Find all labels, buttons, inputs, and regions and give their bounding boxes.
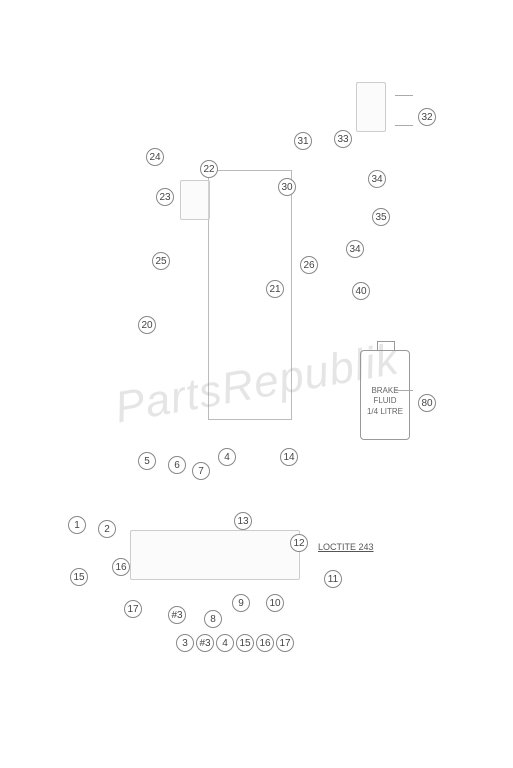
callout-20: 20 [138, 316, 156, 334]
callout-34: 34 [368, 170, 386, 188]
callout-2: 2 [98, 520, 116, 538]
callout-21: 21 [266, 280, 284, 298]
callout-40: 40 [352, 282, 370, 300]
callout-5: 5 [138, 452, 156, 470]
callout-16: 16 [112, 558, 130, 576]
bottom-callout-15: 15 [236, 634, 254, 652]
sketch-boot [180, 180, 210, 220]
callout-17: 17 [124, 600, 142, 618]
bottom-callout-4: 4 [216, 634, 234, 652]
bottle-cap [377, 341, 395, 351]
callout-23: 23 [156, 188, 174, 206]
callout-80: 80 [418, 394, 436, 412]
bottom-callout-16: 16 [256, 634, 274, 652]
loctite-label: LOCTITE 243 [318, 542, 374, 552]
leader-line [395, 95, 413, 96]
callout-22: 22 [200, 160, 218, 178]
sketch-reservoir [356, 82, 386, 132]
callout-12: 12 [290, 534, 308, 552]
callout-34b: 34 [346, 240, 364, 258]
sketch-pedal-lever [130, 530, 300, 580]
callout-15: 15 [70, 568, 88, 586]
callout-4: 4 [218, 448, 236, 466]
callout-11: 11 [324, 570, 342, 588]
callout-9: 9 [232, 594, 250, 612]
callout-10: 10 [266, 594, 284, 612]
callout-8: 8 [204, 610, 222, 628]
callout-33: 33 [334, 130, 352, 148]
leader-line [395, 390, 413, 391]
callout-35: 35 [372, 208, 390, 226]
callout-1: 1 [68, 516, 86, 534]
callout-26: 26 [300, 256, 318, 274]
leader-line [395, 125, 413, 126]
bottom-callout-#3: #3 [196, 634, 214, 652]
callout-32: 32 [418, 108, 436, 126]
bottom-callout-3: 3 [176, 634, 194, 652]
callout-24: 24 [146, 148, 164, 166]
callout-30: 30 [278, 178, 296, 196]
callout-14: 14 [280, 448, 298, 466]
brake-fluid-bottle: BRAKE FLUID 1/4 LITRE [360, 350, 410, 440]
bottom-callout-row: 3#34151617 [176, 634, 294, 652]
callout-13: 13 [234, 512, 252, 530]
callout-7: 7 [192, 462, 210, 480]
callout-31: 31 [294, 132, 312, 150]
callout-6: 6 [168, 456, 186, 474]
callout-25: 25 [152, 252, 170, 270]
bottom-callout-17: 17 [276, 634, 294, 652]
callout-#3: #3 [168, 606, 186, 624]
